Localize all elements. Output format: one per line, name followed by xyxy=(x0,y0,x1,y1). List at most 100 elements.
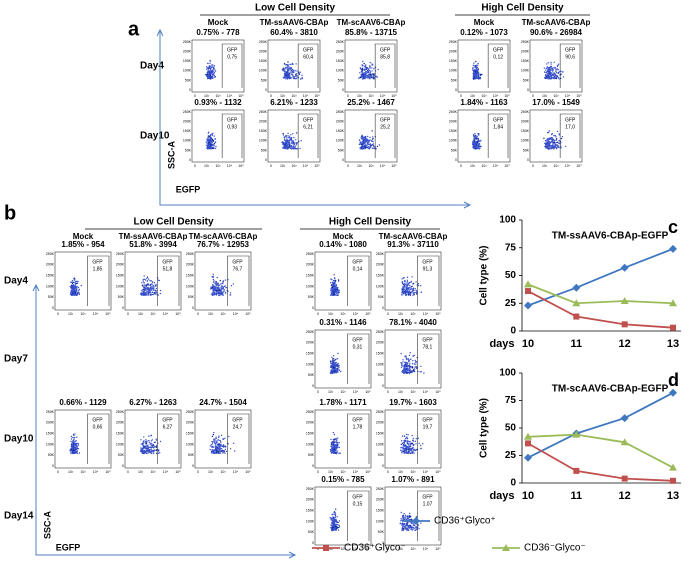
event-dot xyxy=(404,279,406,282)
event-dot xyxy=(70,448,73,451)
event-dot xyxy=(407,288,410,290)
gate-value: 0,66 xyxy=(93,424,103,430)
event-dot xyxy=(212,74,215,76)
flow-x-tick: 10² xyxy=(328,470,334,474)
flow-y-tick: 250K xyxy=(521,40,530,44)
event-dot xyxy=(77,293,79,295)
event-dot xyxy=(554,145,556,147)
event-dot xyxy=(149,451,152,453)
event-dot xyxy=(402,289,404,291)
event-dot xyxy=(212,278,215,281)
event-dot xyxy=(553,140,555,142)
event-dot xyxy=(552,74,554,77)
flow-y-tick: 50K xyxy=(451,78,458,82)
event-dot xyxy=(207,146,209,148)
event-dot xyxy=(209,144,212,146)
event-dot xyxy=(330,282,332,284)
event-dot xyxy=(331,281,334,283)
event-dot xyxy=(402,518,404,520)
y-tick-label: 0 xyxy=(510,478,516,489)
event-dot xyxy=(210,146,212,148)
event-dot xyxy=(359,76,361,79)
row-label: Day10 xyxy=(140,131,170,142)
flow-y-tick: 250K xyxy=(46,252,55,256)
event-dot xyxy=(403,512,405,515)
event-dot xyxy=(376,76,379,78)
event-dot xyxy=(367,140,369,142)
event-dot xyxy=(73,277,75,279)
flow-y-tick: 50K xyxy=(378,453,385,457)
event-dot xyxy=(403,277,405,279)
event-dot xyxy=(330,361,332,363)
event-dot xyxy=(406,282,408,284)
event-dot xyxy=(214,444,217,446)
event-dot xyxy=(413,289,415,291)
event-dot xyxy=(286,141,288,143)
event-dot xyxy=(472,66,474,69)
event-dot xyxy=(365,136,367,138)
event-dot xyxy=(150,293,153,295)
event-dot xyxy=(415,361,417,363)
event-dot xyxy=(155,446,157,448)
event-dot xyxy=(413,452,415,454)
plot-frame xyxy=(314,251,372,311)
event-dot xyxy=(296,132,298,134)
flow-y-tick: 0 xyxy=(455,88,457,92)
event-dot xyxy=(73,443,75,445)
event-dot xyxy=(221,285,224,287)
event-dot xyxy=(549,74,551,76)
event-dot xyxy=(475,67,477,69)
event-dot xyxy=(212,70,214,73)
event-dot xyxy=(230,285,233,287)
flow-x-tick: 10² xyxy=(470,164,476,168)
event-dot xyxy=(552,142,554,144)
event-dot xyxy=(217,290,219,292)
flow-x-tick: 10⁴ xyxy=(303,94,309,98)
gate-label: GFP xyxy=(422,494,433,500)
event-dot xyxy=(332,440,334,443)
event-dot xyxy=(408,282,410,284)
event-dot xyxy=(401,288,403,290)
event-dot xyxy=(332,364,334,367)
event-dot xyxy=(334,371,336,374)
event-dot xyxy=(409,284,411,287)
event-dot xyxy=(333,438,336,440)
flow-x-tick: 0 xyxy=(57,470,59,474)
event-dot xyxy=(367,68,370,71)
event-dot xyxy=(480,73,482,76)
gate-label: GFP xyxy=(227,117,238,123)
event-dot xyxy=(204,74,207,76)
flow-x-tick: 10² xyxy=(398,547,404,551)
event-dot xyxy=(410,518,413,521)
event-dot xyxy=(300,140,302,142)
event-dot xyxy=(213,142,216,145)
event-dot xyxy=(75,443,78,445)
event-dot xyxy=(295,73,297,75)
marker xyxy=(669,463,677,471)
event-dot xyxy=(552,68,554,71)
event-dot xyxy=(336,368,338,370)
marker xyxy=(573,467,580,474)
event-dot xyxy=(411,442,413,445)
event-dot xyxy=(372,147,374,149)
event-dot xyxy=(410,525,412,527)
event-dot xyxy=(549,145,551,147)
event-dot xyxy=(220,283,222,285)
event-dot xyxy=(475,146,478,148)
event-dot xyxy=(399,522,401,525)
event-dot xyxy=(146,277,148,280)
event-dot xyxy=(149,442,152,445)
flow-y-tick: 0 xyxy=(382,384,384,388)
flow-x-tick: 10⁵ xyxy=(245,312,251,316)
event-dot xyxy=(213,431,215,434)
event-dot xyxy=(359,148,361,150)
x-tick-label: 12 xyxy=(619,338,631,350)
event-dot xyxy=(405,294,407,297)
event-dot xyxy=(545,75,547,78)
flow-y-tick: 50K xyxy=(338,148,345,152)
event-dot xyxy=(216,287,218,289)
event-dot xyxy=(141,294,143,296)
event-dot xyxy=(556,138,558,140)
event-dot xyxy=(155,284,158,286)
event-dot xyxy=(360,69,363,71)
